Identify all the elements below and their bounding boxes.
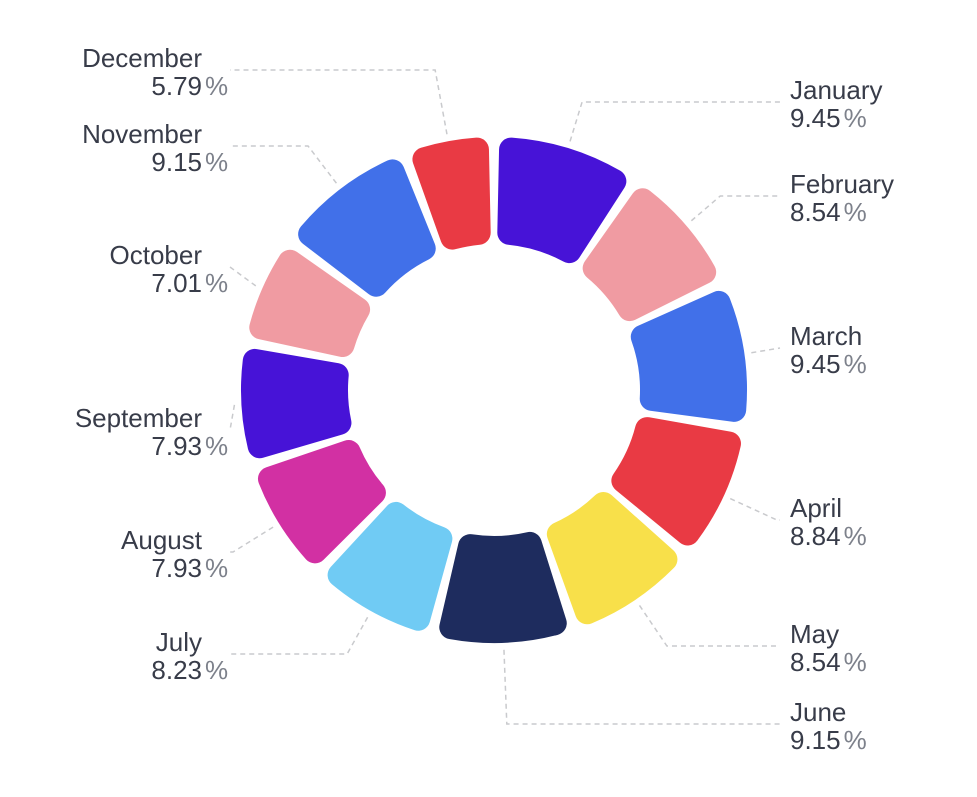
slice-month-name: October — [109, 240, 203, 270]
slice-september[interactable] — [241, 348, 352, 459]
percent-number: 9.45 — [790, 103, 841, 133]
slice-february[interactable] — [582, 188, 717, 322]
percent-sign: % — [843, 647, 867, 677]
slice-label-november: November 9.15% — [82, 119, 228, 177]
slice-april[interactable] — [611, 417, 741, 546]
percent-sign: % — [205, 71, 229, 101]
slice-month-name: May — [790, 619, 840, 649]
percent-sign: % — [843, 349, 867, 379]
percent-number: 8.84 — [790, 521, 841, 551]
percent-sign: % — [843, 103, 867, 133]
slice-label-september: September 7.93% — [74, 403, 228, 461]
slice-label-may: May 8.54% — [790, 620, 867, 676]
slice-percent-value: 9.15% — [790, 726, 867, 754]
slice-may[interactable] — [546, 491, 678, 625]
percent-number: 8.23 — [151, 655, 202, 685]
slice-percent-value: 8.54% — [790, 648, 867, 676]
slice-november[interactable] — [298, 159, 436, 297]
slice-december[interactable] — [412, 137, 491, 250]
percent-sign: % — [843, 725, 867, 755]
percent-number: 8.54 — [790, 197, 841, 227]
slice-august[interactable] — [257, 440, 386, 564]
leader-line-september — [229, 404, 236, 431]
percent-number: 7.93 — [151, 431, 202, 461]
slice-percent-value: 7.93% — [75, 431, 228, 461]
leader-line-july — [230, 616, 369, 655]
slice-label-october: October 7.01% — [109, 240, 229, 298]
slice-percent-value: 7.93% — [121, 553, 228, 583]
slice-month-name: February — [790, 169, 895, 199]
slice-percent-value: 8.84% — [790, 522, 867, 550]
percent-number: 5.79 — [151, 71, 202, 101]
slice-month-name: January — [790, 75, 883, 105]
slice-percent-value: 8.54% — [790, 198, 894, 226]
leader-line-february — [690, 195, 780, 222]
percent-sign: % — [205, 553, 229, 583]
slice-percent-value: 9.45% — [790, 350, 867, 378]
leader-line-june — [503, 649, 780, 725]
percent-sign: % — [843, 197, 867, 227]
slice-label-july: July 8.23% — [151, 627, 228, 685]
slice-month-name: September — [74, 403, 202, 433]
slice-month-name: December — [82, 43, 202, 73]
slice-label-august: August 7.93% — [121, 525, 228, 583]
slice-percent-value: 5.79% — [82, 71, 228, 101]
leader-line-may — [638, 605, 780, 647]
slice-percent-value: 7.01% — [110, 268, 228, 298]
leader-line-november — [230, 145, 338, 184]
leader-line-march — [751, 347, 781, 354]
slice-march[interactable] — [630, 290, 747, 422]
percent-number: 7.93 — [151, 553, 202, 583]
slice-month-name: April — [790, 493, 843, 523]
leader-line-december — [230, 69, 448, 135]
slice-percent-value: 8.23% — [151, 655, 228, 685]
percent-sign: % — [205, 655, 229, 685]
percent-sign: % — [205, 268, 229, 298]
slice-july[interactable] — [327, 501, 453, 631]
slice-percent-value: 9.45% — [790, 104, 883, 132]
leader-line-august — [230, 526, 274, 553]
slice-month-name: June — [790, 697, 847, 727]
percent-sign: % — [205, 431, 229, 461]
leader-line-january — [569, 101, 780, 142]
leader-line-april — [729, 497, 780, 521]
slice-label-april: April 8.84% — [790, 494, 867, 550]
slice-label-january: January 9.45% — [790, 76, 883, 132]
slice-month-name: March — [790, 321, 863, 351]
percent-number: 9.45 — [790, 349, 841, 379]
percent-number: 9.15 — [151, 147, 202, 177]
slice-label-december: December 5.79% — [82, 43, 228, 101]
slice-month-name: August — [121, 525, 202, 555]
percent-number: 7.01 — [151, 268, 202, 298]
percent-sign: % — [843, 521, 867, 551]
slice-percent-value: 9.15% — [82, 147, 228, 177]
slice-label-february: February 8.54% — [790, 170, 894, 226]
slice-month-name: July — [155, 627, 202, 657]
percent-number: 9.15 — [790, 725, 841, 755]
slice-label-june: June 9.15% — [790, 698, 867, 754]
slice-june[interactable] — [439, 531, 567, 643]
slice-month-name: November — [82, 119, 202, 149]
percent-sign: % — [205, 147, 229, 177]
percent-number: 8.54 — [790, 647, 841, 677]
slice-october[interactable] — [249, 249, 371, 358]
slice-label-march: March 9.45% — [790, 322, 867, 378]
slice-january[interactable] — [497, 137, 627, 264]
leader-line-october — [229, 266, 257, 287]
